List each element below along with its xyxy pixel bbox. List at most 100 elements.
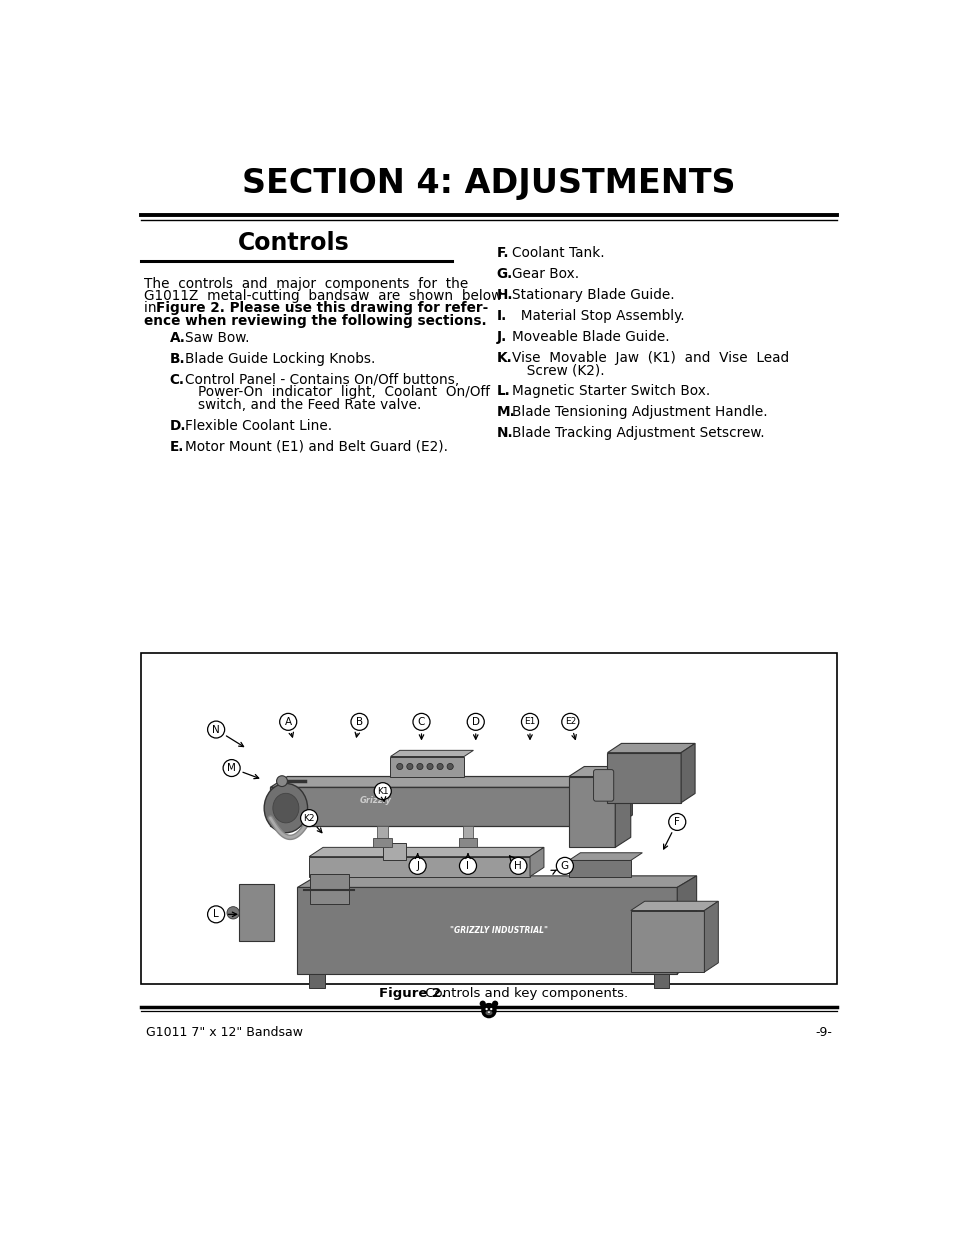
Text: Magnetic Starter Switch Box.: Magnetic Starter Switch Box.	[512, 384, 710, 399]
Text: E1: E1	[524, 718, 536, 726]
Text: M.: M.	[497, 405, 515, 420]
FancyBboxPatch shape	[310, 874, 348, 904]
Text: L.: L.	[497, 384, 510, 399]
Polygon shape	[568, 777, 615, 847]
Text: E.: E.	[170, 440, 184, 454]
Text: The  controls  and  major  components  for  the: The controls and major components for th…	[144, 277, 468, 290]
Polygon shape	[270, 787, 615, 826]
FancyBboxPatch shape	[141, 652, 836, 983]
Text: -9-: -9-	[815, 1026, 831, 1039]
Circle shape	[479, 1000, 485, 1007]
Circle shape	[561, 714, 578, 730]
Polygon shape	[703, 902, 718, 972]
Ellipse shape	[264, 783, 307, 832]
Text: ence when reviewing the following sections.: ence when reviewing the following sectio…	[144, 314, 486, 327]
Text: Stationary Blade Guide.: Stationary Blade Guide.	[512, 288, 674, 301]
Polygon shape	[607, 752, 680, 803]
Circle shape	[374, 783, 391, 799]
Text: Controls and key components.: Controls and key components.	[421, 988, 628, 1000]
Circle shape	[459, 857, 476, 874]
Ellipse shape	[485, 1010, 492, 1015]
Circle shape	[480, 1003, 497, 1019]
Text: Motor Mount (E1) and Belt Guard (E2).: Motor Mount (E1) and Belt Guard (E2).	[185, 440, 448, 454]
Text: N: N	[212, 725, 220, 735]
Text: F.: F.	[497, 246, 509, 261]
Text: Control Panel - Contains On/Off buttons,: Control Panel - Contains On/Off buttons,	[185, 373, 459, 387]
Text: N.: N.	[497, 426, 513, 441]
Circle shape	[492, 1000, 497, 1007]
Polygon shape	[654, 973, 669, 988]
Circle shape	[413, 714, 430, 730]
Text: M: M	[227, 763, 235, 773]
Polygon shape	[615, 777, 632, 826]
Circle shape	[396, 763, 402, 769]
Polygon shape	[458, 839, 476, 847]
Text: Grizzly: Grizzly	[359, 795, 391, 805]
Circle shape	[668, 814, 685, 830]
Ellipse shape	[487, 1011, 490, 1013]
Polygon shape	[239, 883, 274, 941]
Text: D: D	[471, 716, 479, 727]
Text: G1011Z  metal-cutting  bandsaw  are  shown  below: G1011Z metal-cutting bandsaw are shown b…	[144, 289, 502, 303]
Polygon shape	[677, 876, 696, 973]
Circle shape	[556, 857, 573, 874]
Text: J.: J.	[497, 330, 506, 343]
Text: Power-On  indicator  light,  Coolant  On/Off: Power-On indicator light, Coolant On/Off	[197, 385, 489, 399]
Polygon shape	[373, 839, 392, 847]
Polygon shape	[607, 743, 695, 752]
Polygon shape	[309, 973, 324, 988]
Text: Blade Guide Locking Knobs.: Blade Guide Locking Knobs.	[185, 352, 375, 366]
Text: Figure 2.: Figure 2.	[378, 988, 446, 1000]
Polygon shape	[297, 876, 696, 888]
Polygon shape	[390, 757, 464, 777]
Polygon shape	[615, 767, 630, 847]
Ellipse shape	[273, 793, 298, 823]
Circle shape	[521, 714, 537, 730]
Text: C.: C.	[170, 373, 185, 387]
Polygon shape	[568, 861, 630, 877]
Text: H.: H.	[497, 288, 513, 301]
Text: Gear Box.: Gear Box.	[512, 267, 578, 280]
Text: Material Stop Assembly.: Material Stop Assembly.	[512, 309, 684, 322]
Text: "GRIZZLY INDUSTRIAL": "GRIZZLY INDUSTRIAL"	[450, 926, 547, 935]
Circle shape	[208, 906, 224, 923]
Polygon shape	[309, 847, 543, 857]
Text: E2: E2	[564, 718, 576, 726]
Circle shape	[351, 714, 368, 730]
Text: F: F	[674, 816, 679, 827]
Polygon shape	[382, 842, 406, 861]
Text: SECTION 4: ADJUSTMENTS: SECTION 4: ADJUSTMENTS	[242, 168, 735, 200]
Circle shape	[436, 763, 443, 769]
Text: B: B	[355, 716, 363, 727]
Polygon shape	[568, 767, 630, 777]
Circle shape	[406, 763, 413, 769]
Text: K1: K1	[376, 787, 388, 795]
Text: I: I	[466, 861, 469, 871]
Polygon shape	[630, 910, 703, 972]
Circle shape	[485, 1008, 487, 1010]
Text: D.: D.	[170, 419, 186, 433]
Text: Flexible Coolant Line.: Flexible Coolant Line.	[185, 419, 332, 433]
FancyBboxPatch shape	[593, 769, 613, 802]
Text: G: G	[560, 861, 568, 871]
Circle shape	[416, 763, 422, 769]
Text: Controls: Controls	[237, 231, 349, 256]
Text: H: H	[514, 861, 521, 871]
Text: K.: K.	[497, 351, 512, 364]
Circle shape	[276, 776, 287, 787]
Text: C: C	[417, 716, 425, 727]
Text: G.: G.	[497, 267, 513, 280]
Polygon shape	[309, 857, 530, 877]
Circle shape	[208, 721, 224, 739]
Text: Saw Bow.: Saw Bow.	[185, 331, 250, 345]
Polygon shape	[568, 852, 641, 861]
Text: Blade Tracking Adjustment Setscrew.: Blade Tracking Adjustment Setscrew.	[512, 426, 764, 441]
Polygon shape	[530, 847, 543, 877]
Circle shape	[409, 857, 426, 874]
Text: A: A	[284, 716, 292, 727]
Text: Moveable Blade Guide.: Moveable Blade Guide.	[512, 330, 669, 343]
Circle shape	[300, 810, 317, 826]
Polygon shape	[270, 777, 632, 787]
Text: in: in	[144, 301, 161, 315]
Circle shape	[447, 763, 453, 769]
